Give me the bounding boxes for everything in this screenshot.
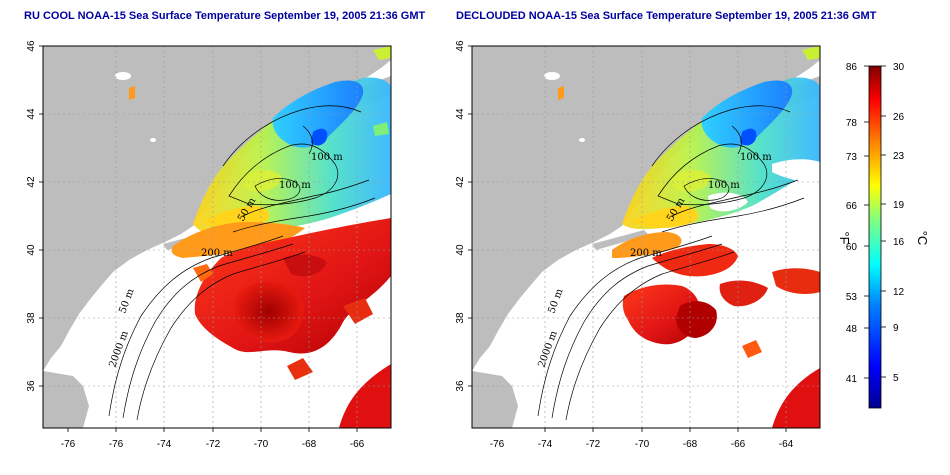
colorbar-fahrenheit-tick: 41 bbox=[846, 374, 858, 385]
temperature-colorbar: 86 78 73 66 60 53 48 41 30 26 23 19 16 1… bbox=[837, 62, 930, 409]
y-tick-label: 38 bbox=[455, 312, 466, 324]
left-map-title: RU COOL NOAA-15 Sea Surface Temperature … bbox=[24, 10, 426, 22]
y-tick-label: 44 bbox=[455, 108, 466, 120]
y-tick-label: 40 bbox=[26, 244, 37, 256]
y-tick-label: 46 bbox=[26, 40, 37, 52]
left-map-panel: 100 m 100 m 50 m 200 m 50 m 2000 m -76 -… bbox=[26, 40, 392, 450]
right-map-panel: 100 m 100 m 50 m 200 m 50 m 2000 m -76 -… bbox=[455, 40, 821, 450]
colorbar-celsius-tick: 16 bbox=[893, 237, 905, 248]
y-tick-label: 44 bbox=[26, 108, 37, 120]
x-tick-label: -76 bbox=[61, 439, 76, 450]
x-tick-label: -74 bbox=[157, 439, 172, 450]
x-tick-label: -64 bbox=[779, 439, 794, 450]
y-tick-label: 42 bbox=[455, 176, 466, 188]
colorbar-celsius-tick: 30 bbox=[893, 62, 905, 73]
x-tick-label: -70 bbox=[635, 439, 650, 450]
colorbar-fahrenheit-tick: 60 bbox=[846, 242, 858, 253]
y-tick-label: 38 bbox=[26, 312, 37, 324]
x-tick-label: -66 bbox=[350, 439, 365, 450]
colorbar-celsius-tick: 19 bbox=[893, 200, 905, 211]
colorbar-celsius-tick: 26 bbox=[893, 112, 905, 123]
contour-label-100m-b: 100 m bbox=[708, 180, 740, 191]
colorbar-celsius-tick: 5 bbox=[893, 373, 899, 384]
colorbar-fahrenheit-tick: 78 bbox=[846, 118, 858, 129]
colorbar-fahrenheit-tick: 66 bbox=[846, 201, 858, 212]
x-tick-label: -76 bbox=[109, 439, 124, 450]
contour-label-100m-a: 100 m bbox=[311, 152, 343, 163]
colorbar-fahrenheit-tick: 48 bbox=[846, 324, 858, 335]
colorbar-fahrenheit-unit: °F bbox=[837, 231, 852, 244]
x-tick-label: -74 bbox=[538, 439, 553, 450]
colorbar-celsius-tick: 23 bbox=[893, 151, 905, 162]
contour-label-100m-a: 100 m bbox=[740, 152, 772, 163]
x-tick-label: -72 bbox=[206, 439, 221, 450]
y-tick-label: 46 bbox=[455, 40, 466, 52]
x-tick-label: -68 bbox=[683, 439, 698, 450]
contour-label-200m: 200 m bbox=[201, 248, 233, 259]
x-tick-label: -72 bbox=[586, 439, 601, 450]
colorbar-fahrenheit-tick: 53 bbox=[846, 292, 858, 303]
y-tick-label: 36 bbox=[455, 380, 466, 392]
x-tick-label: -70 bbox=[254, 439, 269, 450]
x-tick-label: -76 bbox=[490, 439, 505, 450]
y-tick-label: 42 bbox=[26, 176, 37, 188]
colorbar-celsius-tick: 9 bbox=[893, 323, 899, 334]
right-map-title: DECLOUDED NOAA-15 Sea Surface Temperatur… bbox=[456, 10, 877, 22]
y-tick-label: 40 bbox=[455, 244, 466, 256]
x-tick-label: -66 bbox=[731, 439, 746, 450]
x-tick-label: -68 bbox=[302, 439, 317, 450]
y-tick-label: 36 bbox=[26, 380, 37, 392]
colorbar-fahrenheit-tick: 73 bbox=[846, 152, 858, 163]
contour-label-200m: 200 m bbox=[630, 248, 662, 259]
contour-label-100m-b: 100 m bbox=[279, 180, 311, 191]
colorbar-celsius-tick: 12 bbox=[893, 287, 905, 298]
colorbar-fahrenheit-tick: 86 bbox=[846, 62, 858, 73]
colorbar-celsius-unit: °C bbox=[915, 231, 930, 246]
